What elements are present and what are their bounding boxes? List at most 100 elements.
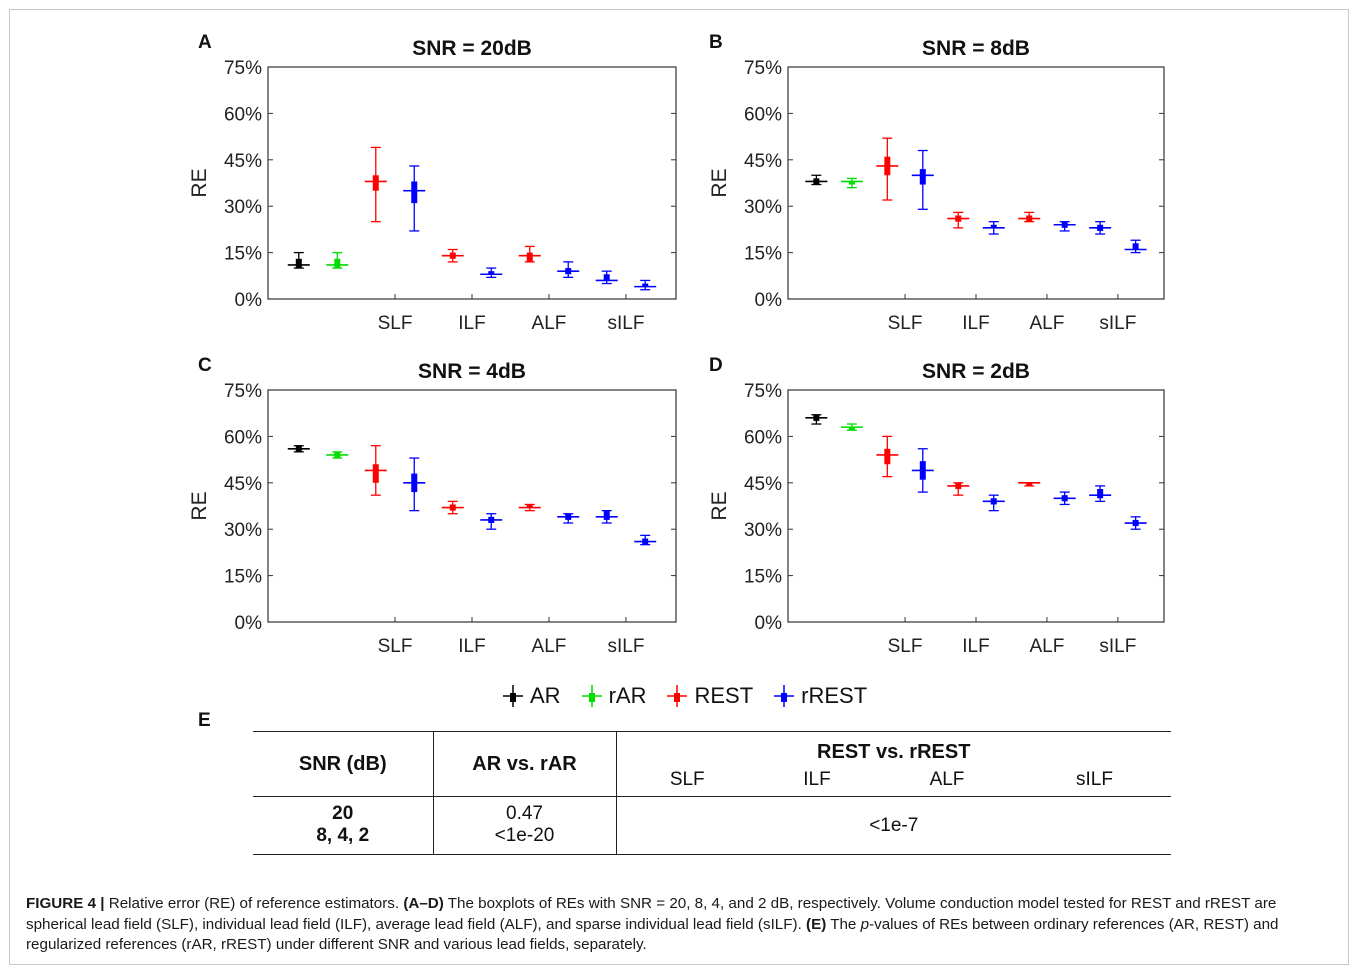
x-tick-label: sILF (607, 636, 644, 657)
x-tick-label: ALF (1030, 313, 1065, 334)
box-rrest (403, 165, 426, 232)
box-body (848, 181, 855, 185)
box-rrest (557, 513, 580, 524)
legend-box (510, 693, 516, 702)
legend: AR rAR REST rREST (500, 678, 867, 714)
x-tick-label: ILF (458, 313, 485, 334)
y-tick-label: 75% (744, 381, 782, 402)
row2-ar: <1e-20 (433, 824, 617, 855)
legend-box (674, 693, 681, 702)
y-tick-label: 45% (744, 474, 782, 495)
caption-intro: Relative error (RE) of reference estimat… (104, 895, 404, 912)
box-rest (876, 435, 899, 478)
y-tick-label: 45% (744, 151, 782, 172)
y-tick-label: 45% (224, 474, 262, 495)
caption-p-italic: p (860, 915, 870, 933)
box-rrest (1053, 221, 1076, 232)
rest-p-value: <1e-7 (616, 796, 1171, 855)
x-tick-label: ALF (532, 313, 567, 334)
panel-letter: C (198, 355, 212, 376)
box-rrest (911, 448, 934, 493)
legend-marker (774, 685, 795, 707)
box-body (526, 252, 533, 262)
x-tick-label: ALF (1030, 636, 1065, 657)
box-rrest (1053, 491, 1076, 506)
x-tick-label: sILF (607, 313, 644, 334)
caption-e-text-1: The (826, 915, 861, 933)
y-tick-label: 60% (744, 104, 782, 125)
box-rrest (1089, 221, 1112, 235)
x-tick-label: sILF (1099, 313, 1136, 334)
box-rrest (557, 261, 580, 278)
box-body (603, 510, 610, 520)
x-tick-label: ILF (962, 313, 989, 334)
box-rar (840, 423, 863, 431)
panel-title: SNR = 4dB (418, 360, 526, 383)
subheader-alf: ALF (876, 763, 1018, 797)
row1-ar: 0.47 (433, 796, 617, 825)
y-tick-label: 75% (744, 58, 782, 79)
y-tick-label: 45% (224, 151, 262, 172)
box-ar (287, 251, 310, 269)
subheader-slf: SLF (616, 763, 758, 797)
panel-letter: A (198, 32, 212, 53)
subheader-silf: sILF (1018, 763, 1171, 797)
y-axis-label: RE (188, 491, 211, 520)
y-tick-label: 30% (224, 520, 262, 541)
legend-item-rrest: rREST (771, 683, 867, 709)
y-tick-label: 30% (744, 520, 782, 541)
panel-letter: B (709, 32, 723, 53)
box-ar (287, 445, 310, 453)
p-value-table: SNR (dB) AR vs. rAR REST vs. rREST SLF I… (253, 731, 1171, 855)
y-axis-label: RE (708, 491, 731, 520)
legend-label: AR (530, 683, 561, 708)
box-rest (441, 248, 464, 263)
axes-box (267, 389, 677, 623)
x-tick-label: SLF (378, 313, 413, 334)
box-body (372, 175, 379, 191)
row2-snr: 8, 4, 2 (253, 824, 434, 855)
row1-snr: 20 (253, 796, 434, 825)
caption-ad-text: The boxplots of REs with SNR = 20, 8, 4,… (26, 895, 1277, 933)
y-tick-label: 60% (224, 104, 262, 125)
y-tick-label: 75% (224, 58, 262, 79)
box-rrest (911, 149, 934, 210)
box-body (642, 283, 649, 287)
panel-title: SNR = 8dB (922, 37, 1030, 60)
legend-item-ar: AR (500, 683, 561, 709)
y-tick-label: 30% (224, 197, 262, 218)
box-rest (441, 500, 464, 515)
panel-b: 0% 15% 30% 45% 60% 75% SLF ILF ALF sILF SNR = 8dB B… (708, 32, 1165, 334)
box-rest (364, 445, 387, 496)
x-tick-label: SLF (378, 636, 413, 657)
y-axis-label: RE (188, 168, 211, 197)
box-body (884, 448, 891, 465)
figure-caption: FIGURE 4 | Relative error (RE) of refere… (26, 894, 1326, 956)
y-tick-label: 15% (744, 244, 782, 265)
box-rar (840, 177, 863, 189)
y-axis-label: RE (708, 168, 731, 197)
legend-marker (581, 685, 602, 707)
box-rrest (403, 457, 426, 512)
caption-label: FIGURE 4 | (26, 895, 105, 912)
box-rar (326, 451, 349, 459)
legend-box (588, 693, 595, 702)
panel-e-letter: E (198, 710, 211, 731)
y-tick-label: 75% (224, 381, 262, 402)
caption-e-ref: (E) (806, 915, 827, 933)
box-rest (947, 482, 970, 496)
panel-title: SNR = 20dB (412, 37, 532, 60)
legend-item-rar: rAR (579, 683, 646, 709)
box-ar (805, 414, 828, 425)
panel-c: 0% 15% 30% 45% 60% 75% SLF ILF ALF sILF SNR = 4dB C… (188, 355, 677, 657)
y-tick-label: 0% (755, 290, 783, 311)
legend-marker (667, 685, 688, 707)
caption-e-text-2: -values of REs between ordinary referenc… (26, 915, 1279, 954)
box-body (334, 258, 341, 269)
box-body (526, 504, 533, 508)
legend-item-rest: REST (664, 683, 753, 709)
y-tick-label: 15% (744, 567, 782, 588)
figure-frame (9, 9, 1349, 965)
y-tick-label: 0% (235, 613, 263, 634)
y-tick-label: 15% (224, 244, 262, 265)
